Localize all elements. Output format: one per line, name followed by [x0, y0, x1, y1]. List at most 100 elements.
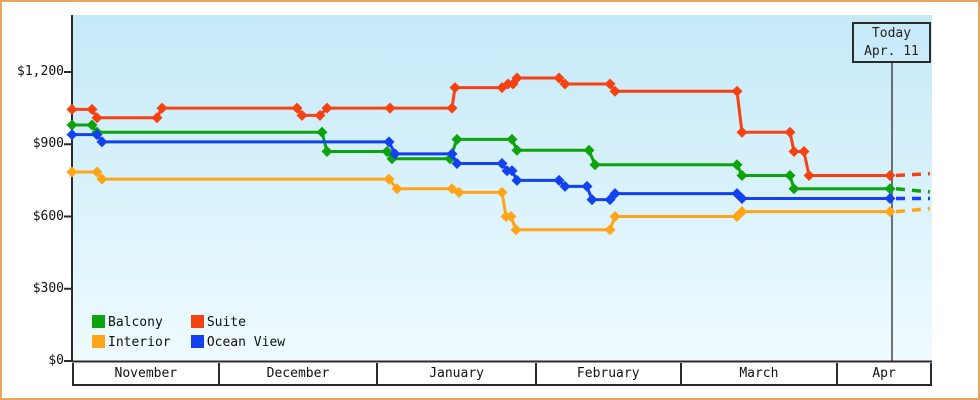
- y-axis-label: $0: [48, 353, 64, 368]
- interior-swatch-icon: [92, 335, 105, 348]
- data-point-marker: [66, 119, 78, 131]
- legend-label: Suite: [206, 315, 246, 330]
- legend-label: Ocean View: [206, 335, 286, 350]
- data-point-marker: [451, 133, 463, 145]
- legend-item-ocean-view: Ocean View: [190, 333, 286, 353]
- data-point-marker: [788, 183, 800, 195]
- data-point-marker: [506, 165, 518, 177]
- data-point-marker: [446, 102, 458, 114]
- data-point-marker: [446, 148, 458, 160]
- legend-row: Balcony Suite: [92, 313, 285, 333]
- data-point-marker: [389, 148, 401, 160]
- data-point-marker: [798, 145, 810, 157]
- data-point-marker: [609, 211, 621, 222]
- month-cell-december: December: [220, 363, 379, 384]
- data-point-marker: [884, 170, 896, 182]
- x-axis-month-row: November December January February March Apr: [72, 363, 932, 386]
- today-box: Today Apr. 11: [852, 22, 931, 63]
- data-point-marker: [506, 133, 518, 145]
- data-point-marker: [449, 82, 461, 94]
- data-point-marker: [296, 109, 308, 121]
- data-point-marker: [66, 103, 78, 115]
- data-point-marker: [316, 126, 328, 138]
- month-cell-november: November: [74, 363, 220, 384]
- data-point-marker: [321, 145, 333, 157]
- data-point-marker: [314, 109, 326, 121]
- data-point-marker: [91, 112, 103, 124]
- data-point-marker: [451, 158, 463, 170]
- data-point-marker: [884, 192, 896, 204]
- ocean-view-swatch-icon: [190, 335, 204, 348]
- data-point-marker: [321, 102, 333, 114]
- legend-item-interior: Interior: [92, 333, 183, 353]
- legend-row: Interior Ocean View: [92, 333, 285, 353]
- data-point-marker: [784, 170, 796, 182]
- data-point-marker: [884, 183, 896, 195]
- data-point-marker: [391, 183, 403, 195]
- data-point-marker: [788, 145, 800, 157]
- today-box-title: Today: [871, 26, 912, 41]
- data-point-marker: [96, 136, 108, 148]
- data-point-marker: [731, 85, 743, 97]
- data-point-marker: [553, 174, 565, 186]
- data-point-marker: [496, 158, 508, 170]
- y-axis-label: $1,200: [17, 64, 64, 79]
- data-point-marker: [731, 159, 743, 171]
- data-point-marker: [609, 85, 621, 97]
- data-point-marker: [589, 159, 601, 171]
- data-point-marker: [86, 103, 98, 115]
- month-cell-apr: Apr: [838, 363, 932, 384]
- data-point-marker: [604, 194, 616, 206]
- data-point-marker: [553, 72, 565, 84]
- balcony-swatch-icon: [92, 315, 105, 328]
- data-point-marker: [86, 119, 98, 131]
- today-box-date: Apr. 11: [864, 44, 919, 59]
- data-point-marker: [803, 170, 815, 182]
- data-point-marker: [736, 170, 748, 182]
- month-cell-february: February: [537, 363, 682, 384]
- data-point-marker: [581, 180, 593, 192]
- data-point-marker: [496, 186, 508, 198]
- data-point-marker: [291, 102, 303, 114]
- data-point-marker: [91, 129, 103, 141]
- legend: Balcony Suite Interior Ocean View: [92, 313, 285, 353]
- data-point-marker: [784, 126, 796, 138]
- data-point-marker: [604, 78, 616, 90]
- data-point-marker: [511, 72, 523, 84]
- projection-line-suite: [895, 171, 931, 178]
- projection-line-balcony: [895, 187, 931, 194]
- data-point-marker: [511, 144, 523, 156]
- data-point-marker: [511, 174, 523, 186]
- data-point-marker: [156, 102, 168, 114]
- data-point-marker: [151, 112, 163, 124]
- data-point-marker: [66, 129, 78, 141]
- data-point-marker: [91, 166, 103, 178]
- data-point-marker: [736, 206, 748, 218]
- y-axis-label: $900: [32, 136, 64, 152]
- data-point-marker: [736, 192, 748, 204]
- projection-line-interior: [895, 206, 931, 214]
- data-point-marker: [559, 180, 571, 192]
- data-point-marker: [604, 224, 616, 236]
- legend-item-balcony: Balcony: [92, 313, 183, 333]
- data-point-marker: [383, 173, 395, 185]
- data-point-marker: [559, 78, 571, 90]
- month-cell-january: January: [378, 363, 537, 384]
- y-axis-label: $300: [32, 280, 64, 296]
- legend-item-suite: Suite: [190, 313, 282, 333]
- data-point-marker: [96, 173, 108, 185]
- data-point-marker: [383, 136, 395, 148]
- data-point-marker: [505, 211, 517, 222]
- data-point-marker: [66, 166, 78, 178]
- month-cell-march: March: [682, 363, 839, 384]
- data-point-marker: [736, 126, 748, 138]
- suite-swatch-icon: [190, 315, 204, 328]
- data-point-marker: [453, 186, 465, 198]
- data-point-marker: [510, 224, 522, 236]
- legend-label: Balcony: [108, 315, 163, 330]
- legend-label: Interior: [108, 335, 171, 350]
- data-point-marker: [884, 206, 896, 218]
- data-point-marker: [381, 145, 393, 157]
